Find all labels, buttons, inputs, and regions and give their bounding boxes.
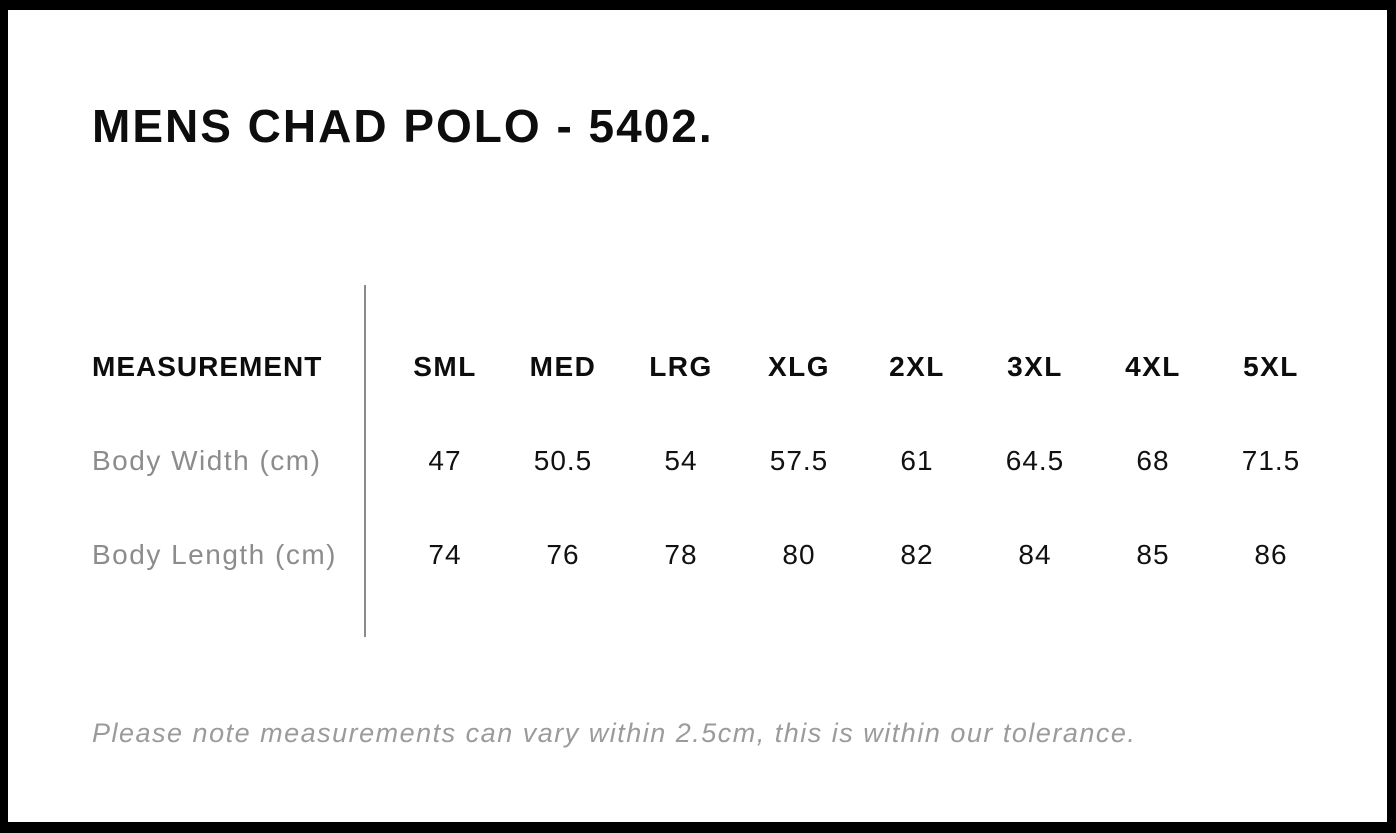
body-length-3xl: 84 [1018,539,1052,570]
table-vertical-divider [364,285,366,637]
size-header-5xl: 5XL [1243,351,1299,382]
page-title: MENS CHAD POLO - 5402. [92,100,714,152]
row-label-body-length: Body Length (cm) [92,539,337,570]
body-length-5xl: 86 [1254,539,1288,570]
measurement-column-header: MEASUREMENT [92,351,323,382]
size-header-lrg: LRG [649,351,713,382]
size-header-xlg: XLG [767,351,831,382]
body-width-4xl: 68 [1136,445,1170,476]
body-length-sml: 74 [428,539,462,570]
size-header-2xl: 2XL [889,351,945,382]
size-header-sml: SML [413,351,477,382]
body-length-xlg: 80 [782,539,816,570]
row-label-body-width: Body Width (cm) [92,445,322,476]
body-length-med: 76 [546,539,580,570]
body-width-lrg: 54 [664,445,698,476]
body-length-2xl: 82 [900,539,934,570]
body-width-xlg: 57.5 [769,445,829,476]
size-header-4xl: 4XL [1125,351,1181,382]
body-width-5xl: 71.5 [1241,445,1301,476]
body-width-3xl: 64.5 [1005,445,1065,476]
size-header-med: MED [529,351,597,382]
tolerance-note: Please note measurements can vary within… [92,718,1137,748]
body-width-med: 50.5 [533,445,593,476]
body-length-4xl: 85 [1136,539,1170,570]
body-width-sml: 47 [428,445,462,476]
body-width-2xl: 61 [900,445,934,476]
body-length-lrg: 78 [664,539,698,570]
size-header-3xl: 3XL [1007,351,1063,382]
size-table: MEASUREMENT SML MED LRG XLG 2XL 3XL 4XL … [92,320,1330,602]
